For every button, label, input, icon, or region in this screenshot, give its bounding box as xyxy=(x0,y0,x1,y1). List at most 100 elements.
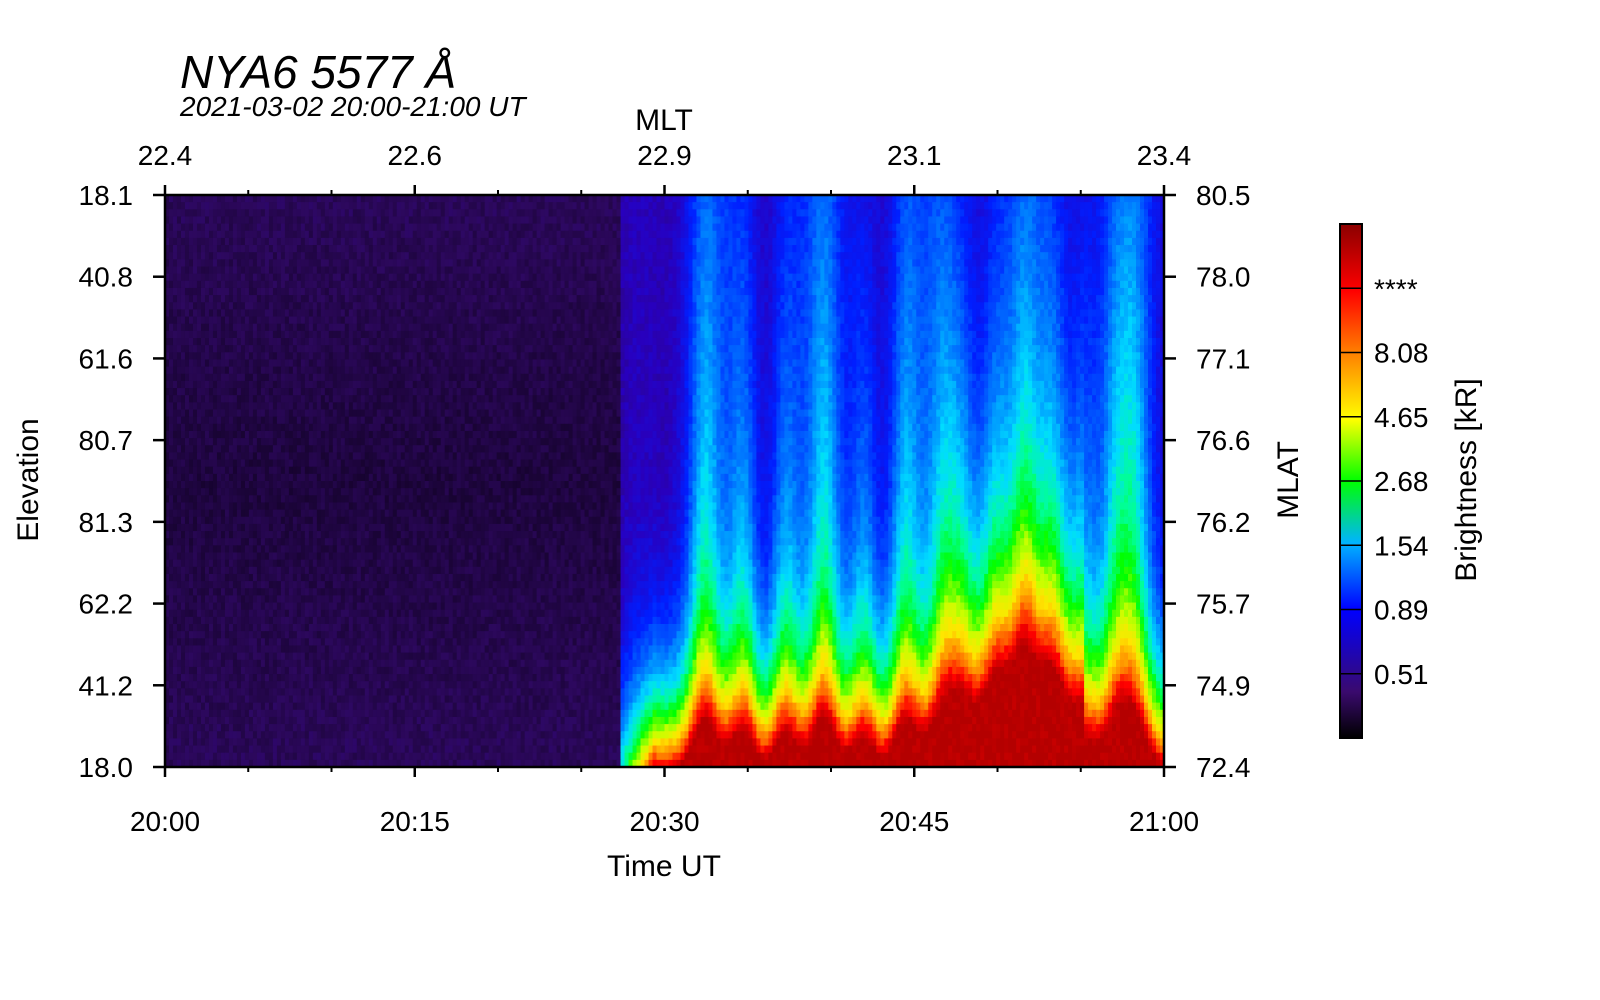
heatmap-cell xyxy=(872,309,877,317)
heatmap-cell xyxy=(465,231,470,239)
heatmap-cell xyxy=(856,295,861,303)
heatmap-cell xyxy=(629,274,634,282)
heatmap-cell xyxy=(748,259,753,267)
heatmap-cell xyxy=(521,202,526,210)
heatmap-cell xyxy=(285,317,290,325)
heatmap-cell xyxy=(684,259,689,267)
heatmap-cell xyxy=(932,209,937,217)
heatmap-cell xyxy=(1132,309,1137,317)
heatmap-cell xyxy=(573,331,578,339)
heatmap-cell xyxy=(357,288,362,296)
heatmap-cell xyxy=(716,209,721,217)
heatmap-cell xyxy=(1004,295,1009,303)
heatmap-cell xyxy=(593,295,598,303)
heatmap-cell xyxy=(804,331,809,339)
heatmap-cell xyxy=(241,245,246,253)
heatmap-cell xyxy=(533,238,538,246)
heatmap-cell xyxy=(657,245,662,253)
heatmap-cell xyxy=(441,216,446,224)
heatmap-cell xyxy=(892,202,897,210)
heatmap-cell xyxy=(193,317,198,325)
heatmap-cell xyxy=(716,331,721,339)
heatmap-cell xyxy=(956,281,961,289)
heatmap-cell xyxy=(629,302,634,310)
heatmap-cell xyxy=(864,324,869,332)
heatmap-cell xyxy=(816,267,821,275)
heatmap-cell xyxy=(708,302,713,310)
heatmap-cell xyxy=(333,331,338,339)
heatmap-cell xyxy=(437,331,442,339)
heatmap-cell xyxy=(908,259,913,267)
heatmap-cell xyxy=(1132,238,1137,246)
heatmap-cell xyxy=(545,216,550,224)
heatmap-cell xyxy=(1148,288,1153,296)
heatmap-cell xyxy=(952,231,957,239)
heatmap-cell xyxy=(253,216,258,224)
heatmap-cell xyxy=(661,224,666,232)
heatmap-cell xyxy=(313,302,318,310)
heatmap-cell xyxy=(513,267,518,275)
heatmap-cell xyxy=(481,202,486,210)
heatmap-cell xyxy=(541,288,546,296)
heatmap-cell xyxy=(956,324,961,332)
heatmap-cell xyxy=(1032,288,1037,296)
heatmap-cell xyxy=(569,245,574,253)
heatmap-cell xyxy=(297,209,302,217)
heatmap-cell xyxy=(1080,324,1085,332)
heatmap-cell xyxy=(1156,252,1161,260)
heatmap-cell xyxy=(860,288,865,296)
heatmap-cell xyxy=(740,238,745,246)
heatmap-cell xyxy=(449,231,454,239)
heatmap-cell xyxy=(796,288,801,296)
heatmap-cell xyxy=(848,245,853,253)
heatmap-cell xyxy=(860,281,865,289)
heatmap-cell xyxy=(768,238,773,246)
heatmap-cell xyxy=(613,267,618,275)
heatmap-cell xyxy=(872,331,877,339)
heatmap-cell xyxy=(956,231,961,239)
heatmap-cell xyxy=(657,231,662,239)
heatmap-cell xyxy=(1136,202,1141,210)
heatmap-cell xyxy=(189,209,194,217)
heatmap-cell xyxy=(205,216,210,224)
heatmap-cell xyxy=(421,238,426,246)
heatmap-cell xyxy=(605,267,610,275)
heatmap-cell xyxy=(976,202,981,210)
heatmap-cell xyxy=(1092,288,1097,296)
heatmap-cell xyxy=(1120,216,1125,224)
heatmap-cell xyxy=(493,202,498,210)
heatmap-cell xyxy=(221,267,226,275)
heatmap-cell xyxy=(485,238,490,246)
heatmap-cell xyxy=(808,288,813,296)
heatmap-cell xyxy=(996,238,1001,246)
heatmap-cell xyxy=(1092,267,1097,275)
heatmap-cell xyxy=(688,288,693,296)
heatmap-cell xyxy=(277,252,282,260)
heatmap-cell xyxy=(1040,238,1045,246)
heatmap-cell xyxy=(864,252,869,260)
heatmap-cell xyxy=(692,295,697,303)
heatmap-cell xyxy=(916,288,921,296)
heatmap-cell xyxy=(617,324,622,332)
heatmap-cell xyxy=(932,224,937,232)
heatmap-cell xyxy=(740,324,745,332)
heatmap-cell xyxy=(533,281,538,289)
heatmap-cell xyxy=(720,288,725,296)
heatmap-cell xyxy=(888,288,893,296)
heatmap-cell xyxy=(629,331,634,339)
heatmap-cell xyxy=(1040,209,1045,217)
heatmap-cell xyxy=(533,259,538,267)
heatmap-cell xyxy=(896,274,901,282)
heatmap-cell xyxy=(577,238,582,246)
heatmap-cell xyxy=(173,302,178,310)
heatmap-cell xyxy=(357,216,362,224)
heatmap-cell xyxy=(688,267,693,275)
heatmap-cell xyxy=(844,288,849,296)
heatmap-cell xyxy=(1120,252,1125,260)
heatmap-cell xyxy=(836,324,841,332)
heatmap-cell xyxy=(301,224,306,232)
heatmap-cell xyxy=(261,202,266,210)
heatmap-cell xyxy=(321,231,326,239)
heatmap-cell xyxy=(1088,288,1093,296)
heatmap-cell xyxy=(1012,288,1017,296)
